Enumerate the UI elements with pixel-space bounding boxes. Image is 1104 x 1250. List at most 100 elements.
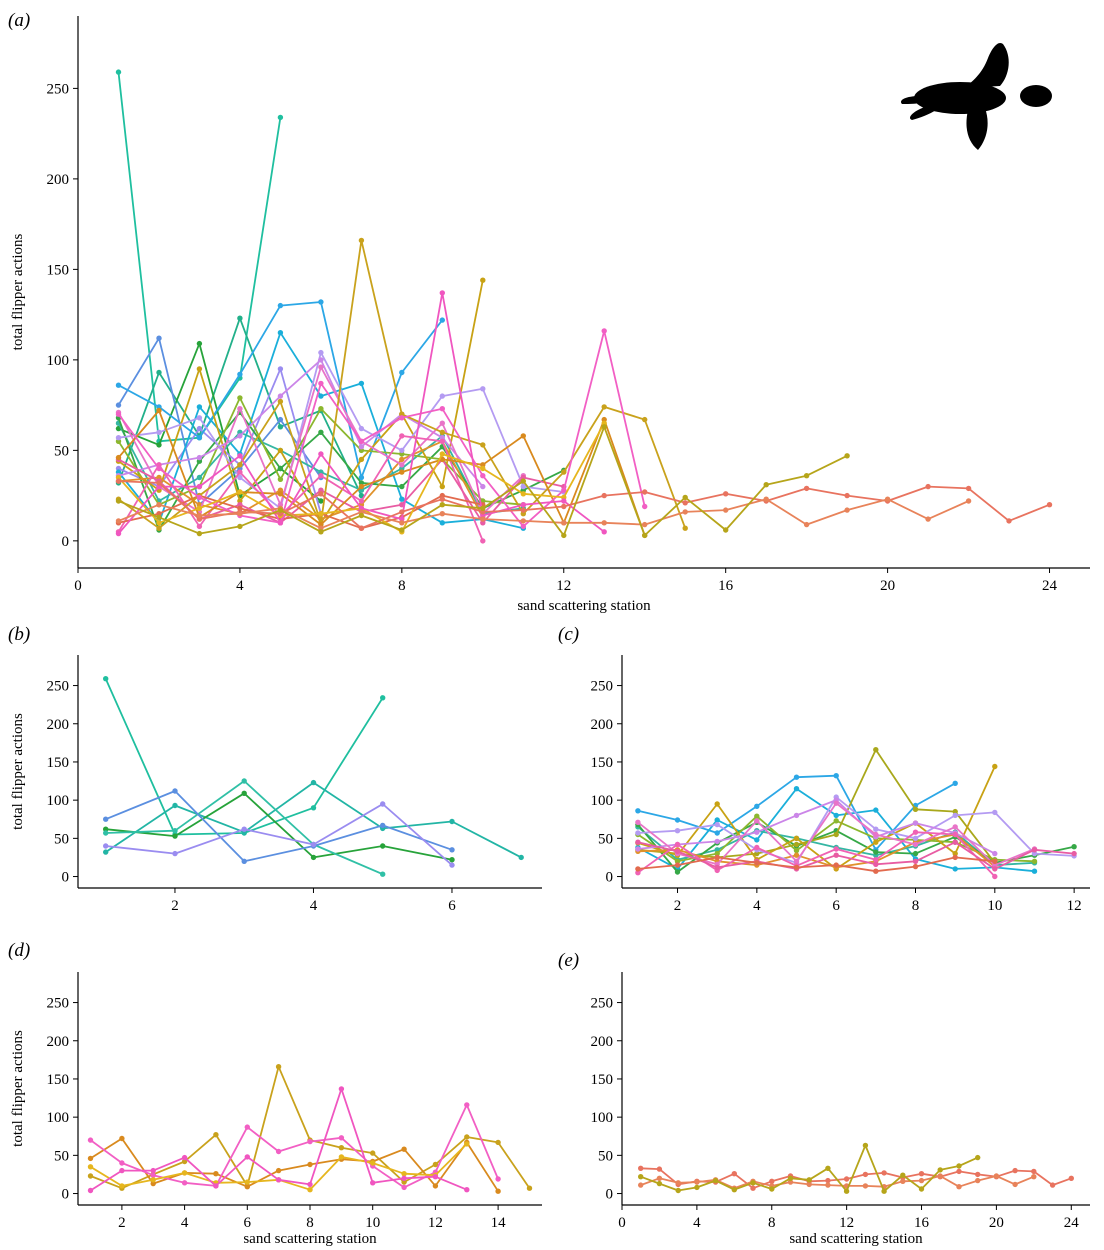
data-point xyxy=(338,1154,345,1160)
data-point xyxy=(115,402,122,408)
data-point xyxy=(825,1177,831,1184)
data-point xyxy=(307,1187,313,1193)
data-point xyxy=(873,861,879,867)
data-point xyxy=(87,1187,94,1194)
data-point xyxy=(244,1184,250,1190)
data-point xyxy=(277,366,284,372)
data-point xyxy=(196,494,203,501)
data-point xyxy=(237,469,243,475)
data-point xyxy=(103,816,109,822)
data-point xyxy=(1068,1175,1075,1182)
data-point xyxy=(150,1172,156,1178)
data-point xyxy=(495,1139,501,1146)
data-point xyxy=(635,808,641,814)
data-point xyxy=(464,1102,470,1108)
data-point xyxy=(520,491,526,497)
data-point xyxy=(318,429,324,435)
data-point xyxy=(277,491,284,497)
x-axis-label: sand scattering station xyxy=(517,598,651,614)
data-point xyxy=(241,790,247,796)
panel-label: (d) xyxy=(8,940,30,961)
data-point xyxy=(275,1177,282,1183)
data-point xyxy=(439,511,445,517)
data-point xyxy=(196,523,203,530)
y-tick-label: 100 xyxy=(47,793,70,809)
data-point xyxy=(952,850,958,857)
data-point xyxy=(873,868,879,874)
data-point xyxy=(992,850,998,857)
data-point xyxy=(318,357,324,363)
data-point xyxy=(181,1158,188,1165)
data-point xyxy=(399,456,405,463)
data-point xyxy=(196,425,203,432)
data-point xyxy=(237,498,243,504)
data-point xyxy=(156,407,162,414)
data-point xyxy=(307,1161,313,1168)
data-point xyxy=(439,451,445,457)
data-point xyxy=(480,442,486,448)
data-point xyxy=(358,525,365,531)
y-tick-label: 250 xyxy=(47,996,70,1012)
data-point xyxy=(925,516,931,522)
data-point xyxy=(952,824,958,830)
data-point xyxy=(793,786,800,792)
y-tick-label: 200 xyxy=(47,1034,70,1050)
data-point xyxy=(399,469,405,475)
data-point xyxy=(196,435,203,441)
series-line-5 xyxy=(105,803,453,866)
data-point xyxy=(992,809,998,816)
data-point xyxy=(275,1064,282,1070)
data-point xyxy=(656,1166,663,1172)
data-point xyxy=(380,695,386,701)
data-point xyxy=(196,483,203,490)
data-point xyxy=(1006,518,1012,524)
data-point xyxy=(682,525,688,531)
panel-d: 0 50 100 150 200 250 2 4 6 8 10 12 14 (d) sand scatter… xyxy=(8,940,542,1247)
y-tick-label: 200 xyxy=(47,717,70,733)
data-point xyxy=(399,496,405,502)
data-point xyxy=(635,870,641,876)
data-point xyxy=(237,453,243,459)
data-point xyxy=(115,518,122,524)
data-point xyxy=(399,483,405,490)
y-tick-label: 50 xyxy=(54,443,69,459)
data-point xyxy=(237,462,243,468)
data-point xyxy=(480,462,486,468)
data-point xyxy=(642,416,648,423)
data-point xyxy=(196,505,203,511)
data-point xyxy=(952,812,958,819)
data-point xyxy=(237,523,243,530)
y-tick-label: 0 xyxy=(606,870,614,886)
data-point xyxy=(439,496,445,502)
data-point xyxy=(449,818,455,825)
data-point xyxy=(1031,868,1038,874)
data-point xyxy=(975,1177,981,1184)
data-point xyxy=(601,424,607,430)
data-point xyxy=(937,1173,943,1179)
data-point xyxy=(307,1138,313,1145)
data-point xyxy=(277,447,284,454)
data-point xyxy=(244,1154,250,1160)
data-point xyxy=(965,498,972,504)
data-point xyxy=(275,1148,282,1155)
data-point xyxy=(956,1184,962,1190)
data-point xyxy=(912,863,919,870)
series-line-1 xyxy=(90,1137,499,1192)
data-point xyxy=(318,380,324,387)
y-tick-label: 0 xyxy=(62,870,70,886)
y-axis-label: total flipper actions xyxy=(10,234,26,351)
data-point xyxy=(520,523,526,530)
data-point xyxy=(358,456,365,463)
data-point xyxy=(754,860,760,866)
series-line-2 xyxy=(118,342,322,502)
data-point xyxy=(310,779,317,786)
data-point xyxy=(561,520,567,526)
data-point xyxy=(518,854,524,861)
data-point xyxy=(241,778,247,784)
data-point xyxy=(432,1183,439,1189)
data-point xyxy=(318,349,324,356)
x-tick-label: 10 xyxy=(365,1215,380,1231)
data-point xyxy=(237,511,243,517)
data-point xyxy=(480,277,486,283)
data-point xyxy=(862,1183,869,1189)
